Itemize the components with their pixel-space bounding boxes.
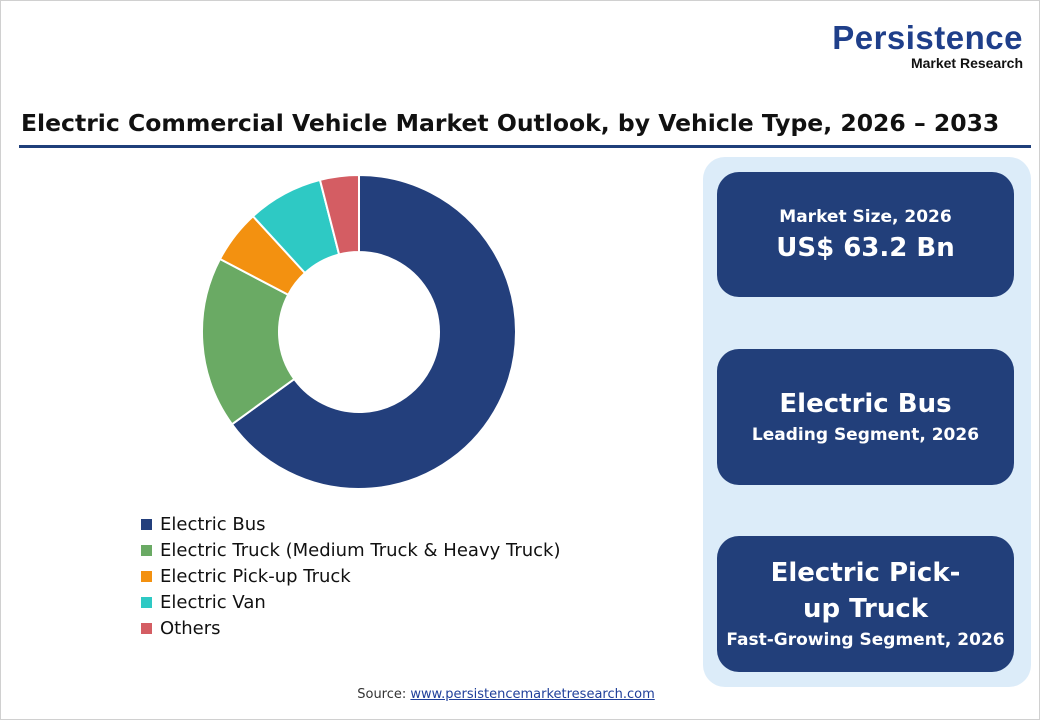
legend-label: Electric Van bbox=[160, 591, 266, 613]
legend-label: Electric Bus bbox=[160, 513, 266, 535]
legend-swatch bbox=[141, 596, 152, 608]
legend-swatch bbox=[141, 544, 152, 556]
source-label: Source: bbox=[357, 687, 407, 702]
logo-name: Persistence bbox=[832, 19, 1023, 56]
market-size-card: Market Size, 2026 US$ 63.2 Bn bbox=[717, 172, 1014, 297]
legend: Electric Bus Electric Truck (Medium Truck… bbox=[141, 511, 560, 641]
source-note: Source: www.persistencemarketresearch.co… bbox=[1, 687, 1011, 702]
legend-item: Others bbox=[141, 615, 560, 641]
donut-slice-electric-truck-medium-truck-heavy-truck bbox=[201, 257, 296, 426]
leading-segment-card: Electric Bus Leading Segment, 2026 bbox=[717, 349, 1014, 485]
market-size-value: US$ 63.2 Bn bbox=[776, 232, 955, 263]
legend-label: Others bbox=[160, 617, 221, 639]
legend-item: Electric Van bbox=[141, 589, 560, 615]
leading-segment-name: Electric Bus bbox=[779, 389, 952, 419]
market-size-label: Market Size, 2026 bbox=[779, 206, 952, 227]
fast-growing-segment-name: Electric Pick-up Truck bbox=[770, 558, 961, 624]
legend-swatch bbox=[141, 622, 152, 634]
logo-tagline: Market Research bbox=[910, 55, 1023, 71]
legend-item: Electric Bus bbox=[141, 511, 560, 537]
chart-title: Electric Commercial Vehicle Market Outlo… bbox=[21, 109, 1000, 137]
fast-growing-card: Electric Pick-up Truck Fast-Growing Segm… bbox=[717, 536, 1014, 672]
donut-slice-others bbox=[318, 173, 360, 256]
legend-item: Electric Truck (Medium Truck & Heavy Tru… bbox=[141, 537, 560, 563]
legend-label: Electric Pick-up Truck bbox=[160, 565, 351, 587]
donut-slice-electric-bus bbox=[230, 173, 517, 490]
donut-chart bbox=[201, 173, 517, 490]
legend-swatch bbox=[141, 570, 152, 582]
legend-label: Electric Truck (Medium Truck & Heavy Tru… bbox=[160, 539, 561, 561]
title-divider bbox=[19, 145, 1031, 148]
source-link[interactable]: www.persistencemarketresearch.com bbox=[410, 687, 655, 702]
leading-segment-label: Leading Segment, 2026 bbox=[751, 425, 980, 445]
legend-item: Electric Pick-up Truck bbox=[141, 563, 560, 589]
legend-swatch bbox=[141, 518, 152, 530]
logo: Persistence Market Research bbox=[832, 19, 1023, 72]
fast-growing-segment-label: Fast-Growing Segment, 2026 bbox=[726, 630, 1005, 650]
